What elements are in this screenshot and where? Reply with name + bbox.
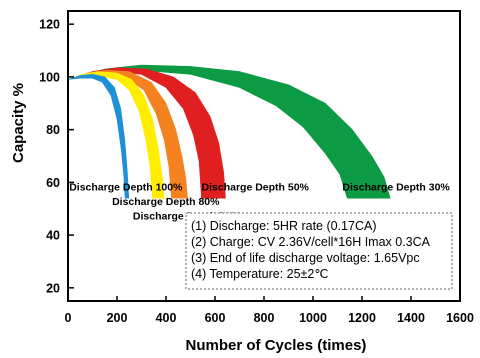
y-tick-label: 100	[39, 70, 60, 84]
y-axis-title: Capacity %	[10, 83, 27, 163]
depth-label: Discharge Depth 30%	[342, 181, 450, 193]
x-tick-label: 1200	[348, 311, 376, 325]
note-line: (3) End of life discharge voltage: 1.65V…	[191, 251, 420, 265]
x-tick-label: 800	[254, 311, 275, 325]
depth-label: Discharge Depth 50%	[202, 181, 310, 193]
x-tick-label: 200	[107, 311, 128, 325]
y-tick-label: 120	[39, 18, 60, 32]
y-tick-label: 40	[46, 229, 60, 243]
x-tick-label: 400	[156, 311, 177, 325]
y-tick-label: 80	[46, 123, 60, 137]
series-bands	[67, 64, 391, 199]
x-tick-label: 1600	[446, 311, 474, 325]
notes-box: (1) Discharge: 5HR rate (0.17CA) (2) Char…	[185, 212, 453, 290]
depth-label: Discharge Depth 100%	[69, 181, 183, 193]
band-discharge-depth-80	[67, 71, 165, 199]
x-tick-label: 600	[205, 311, 226, 325]
x-tick-label: 1400	[397, 311, 425, 325]
band-discharge-depth-50	[67, 67, 226, 199]
x-tick-label: 0	[65, 311, 72, 325]
y-tick-label: 60	[46, 176, 60, 190]
y-tick-label: 20	[46, 281, 60, 295]
note-line: (2) Charge: CV 2.36V/cell*16H Imax 0.3CA	[191, 235, 431, 249]
x-tick-label: 1000	[299, 311, 327, 325]
note-line: (4) Temperature: 25±2℃	[191, 267, 328, 281]
x-axis-title: Number of Cycles (times)	[186, 337, 367, 354]
note-line: (1) Discharge: 5HR rate (0.17CA)	[191, 219, 376, 233]
depth-label: Discharge Depth 80%	[112, 196, 220, 208]
band-discharge-depth-30	[67, 64, 391, 199]
band-discharge-depth-100	[67, 73, 130, 199]
notes-border	[185, 212, 453, 290]
